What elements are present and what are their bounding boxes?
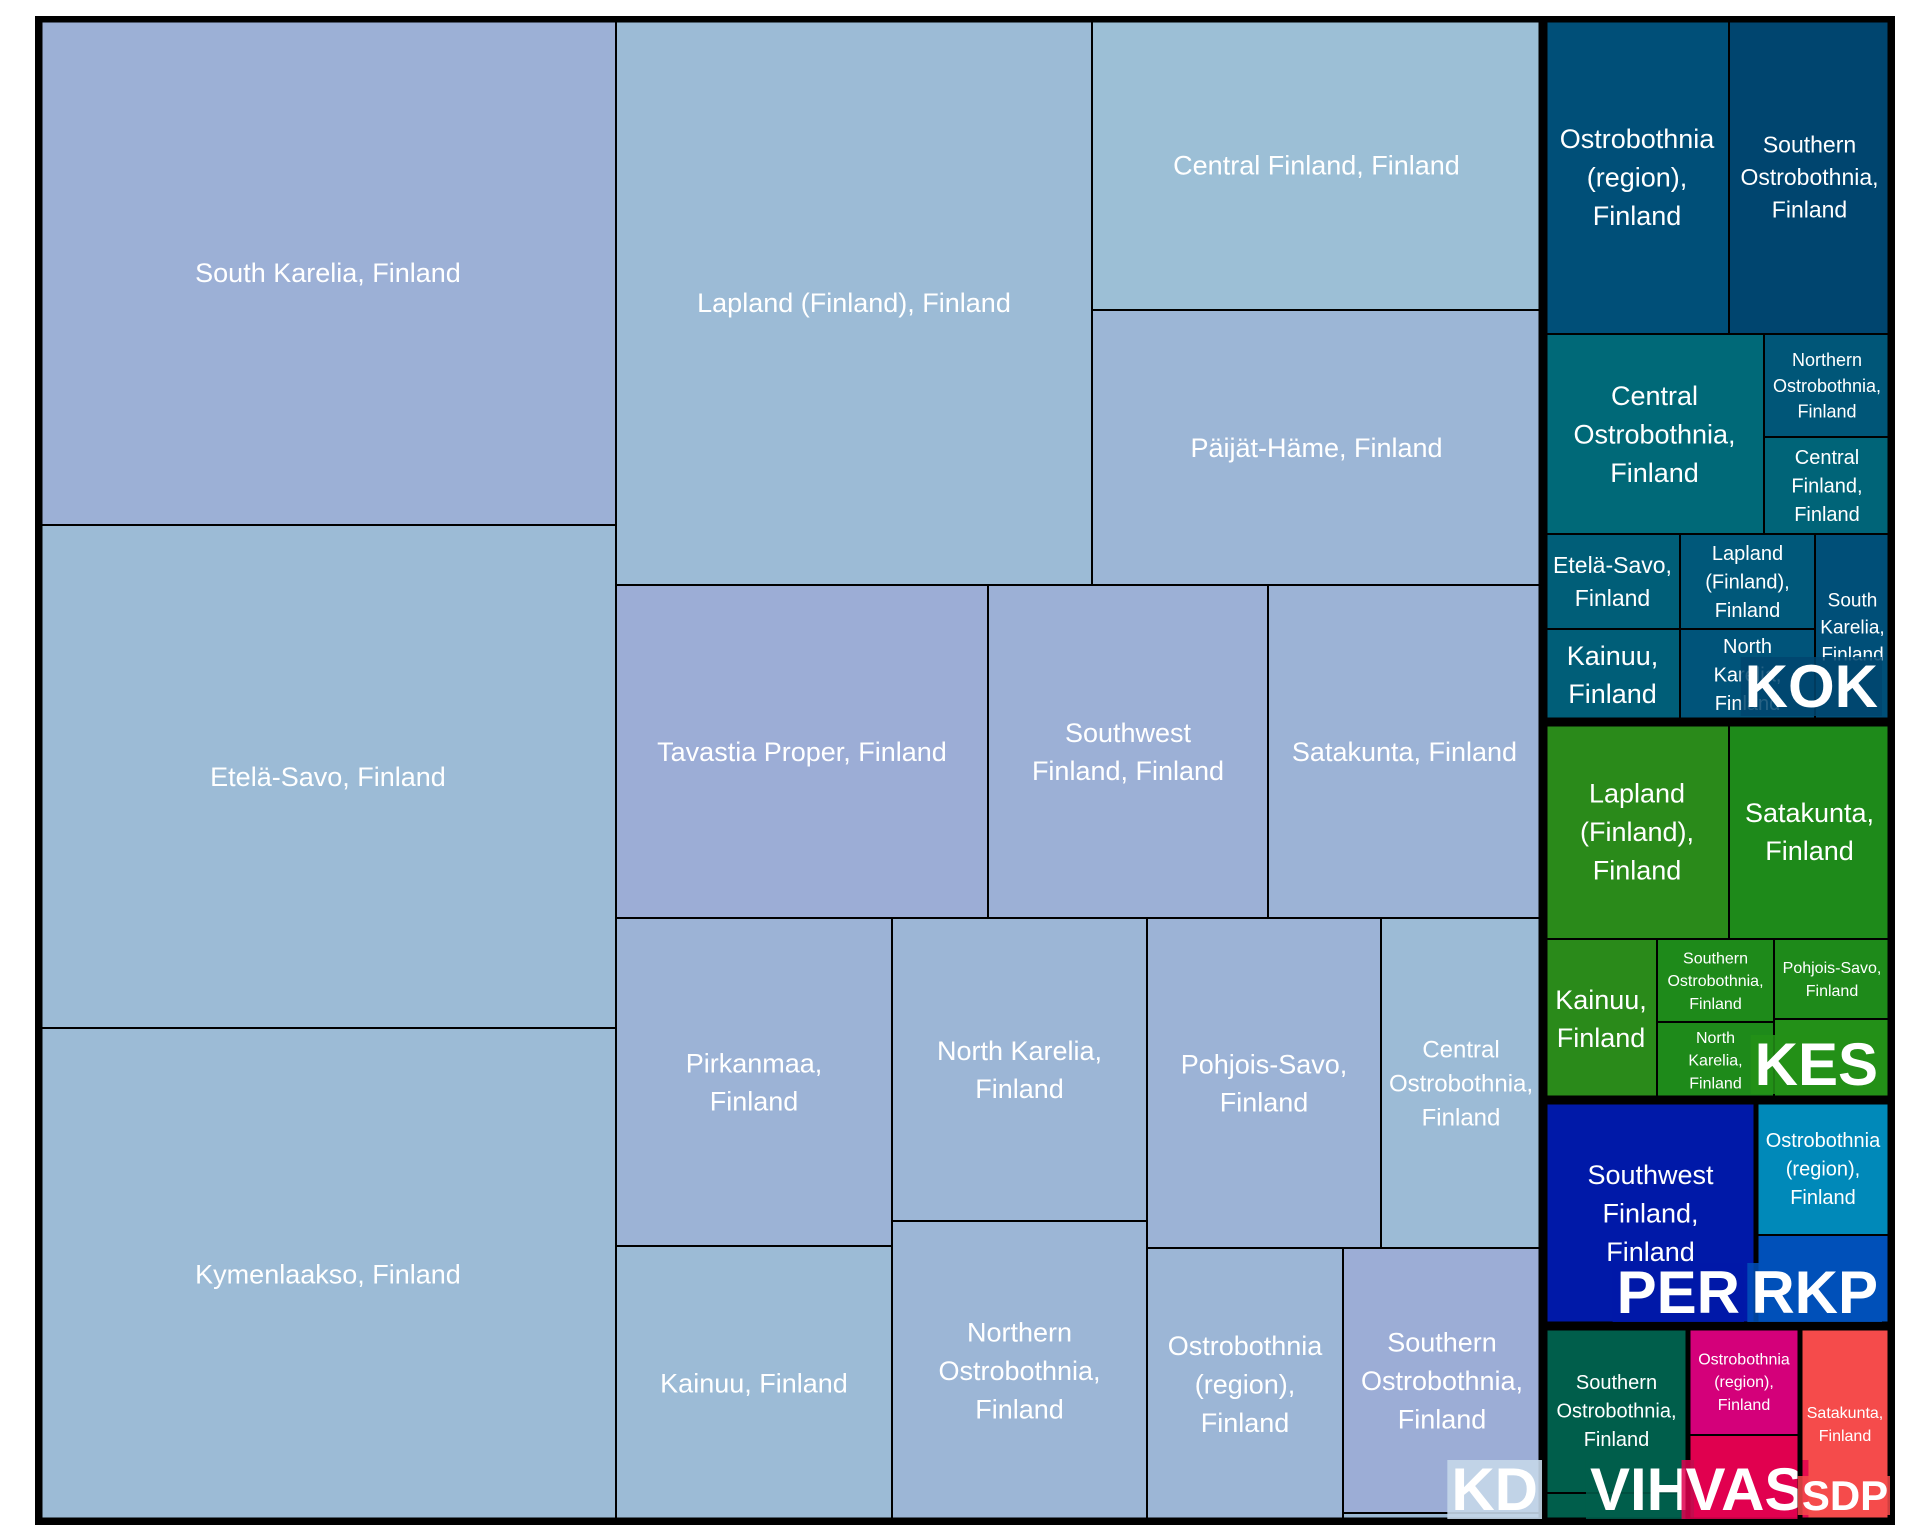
party-label-bg-vas [1681, 1460, 1809, 1519]
party-label-bg-sdp [1797, 1476, 1893, 1515]
party-label-bg-kok [1740, 657, 1882, 716]
cell-kok-etelä-savo-finland[interactable] [1544, 533, 1681, 630]
cell-kes-lapland-finland-finland[interactable] [1544, 723, 1730, 940]
cell-label: Pohjois-Savo, Finland [1181, 1049, 1348, 1117]
cell-kd-tavastia-proper-finland[interactable] [615, 584, 989, 919]
party-label-vih: VIH [1590, 1456, 1690, 1523]
party-label-bg-rkp [1747, 1263, 1882, 1322]
cell-kes-kainuu-finland[interactable] [1544, 938, 1658, 1099]
party-label-kes: KES [1755, 1031, 1878, 1098]
cell-kd-ostrobothnia-region-finland[interactable] [1146, 1247, 1344, 1521]
party-label-vas: VAS [1686, 1456, 1805, 1523]
cell-label: Pirkanmaa, Finland [686, 1048, 823, 1116]
party-label-bg-kes [1750, 1035, 1882, 1094]
cell-label: Northern Ostrobothnia, Finland [938, 1318, 1100, 1425]
cell-label: Satakunta, Finland [1807, 1405, 1884, 1445]
cell-kd-central-ostrobothnia-finland[interactable] [1380, 917, 1542, 1249]
cell-label: South Karelia, Finland [195, 258, 461, 288]
cell-label: Ostrobothnia (region), Finland [1698, 1351, 1790, 1413]
cell-label: Southern Ostrobothnia, Finland [1556, 1372, 1676, 1451]
cell-label: Satakunta, Finland [1745, 798, 1874, 866]
cell-kok-central-finland-finland[interactable] [1763, 436, 1891, 535]
cell-label: Kainuu, Finland [1567, 641, 1659, 709]
cell-label: Etelä-Savo, Finland [210, 762, 446, 792]
cell-kok-southern-ostrobothnia-finland[interactable] [1728, 19, 1891, 335]
cell-kd-kainuu-finland[interactable] [615, 1245, 893, 1521]
cell-kd-satakunta-finland[interactable] [1267, 584, 1542, 919]
cell-label: Southern Ostrobothnia, Finland [1740, 131, 1878, 222]
cell-label: Päijät-Häme, Finland [1190, 433, 1442, 463]
cell-kok-kainuu-finland[interactable] [1544, 628, 1681, 721]
cell-label: Northern Ostrobothnia, Finland [1773, 350, 1881, 421]
cell-kok-lapland-finland-finland[interactable] [1679, 533, 1816, 630]
cell-label: Central Finland, Finland [1173, 150, 1460, 180]
cell-label: Central Ostrobothnia, Finland [1389, 1036, 1533, 1131]
party-label-kd: KD [1451, 1456, 1538, 1523]
cell-kd-lapland-finland-finland[interactable] [615, 19, 1093, 586]
cell-kd-päijät-häme-finland[interactable] [1091, 309, 1542, 586]
cell-label: North Karelia, Finland [937, 1036, 1102, 1104]
cell-label: Pohjois-Savo, Finland [1783, 960, 1882, 1000]
cell-label: Ostrobothnia (region), Finland [1766, 1130, 1881, 1209]
cell-label: Central Finland, Finland [1791, 447, 1862, 526]
cell-label: Ostrobothnia (region), Finland [1168, 1331, 1324, 1438]
cell-kok-central-ostrobothnia-finland[interactable] [1544, 333, 1765, 535]
cell-label: Etelä-Savo, Finland [1553, 552, 1672, 611]
cell-label: Central Ostrobothnia, Finland [1573, 381, 1735, 488]
cell-kd-etelä-savo-finland[interactable] [39, 524, 617, 1029]
cell-kd-southwest-finland-finland[interactable] [987, 584, 1269, 919]
party-label-per: PER [1617, 1259, 1740, 1326]
cell-label: Tavastia Proper, Finland [657, 737, 947, 767]
cell-label: Southern Ostrobothnia, Finland [1361, 1328, 1523, 1435]
cell-label: Southwest Finland, Finland [1587, 1160, 1714, 1267]
cell-kd-south-karelia-finland[interactable] [39, 19, 617, 526]
cell-label: Southern Ostrobothnia, Finland [1667, 950, 1763, 1012]
cell-label: Southwest Finland, Finland [1032, 718, 1224, 786]
cell-label: Lapland (Finland), Finland [697, 288, 1011, 318]
cell-kes-satakunta-finland[interactable] [1728, 723, 1891, 940]
cell-kd-kymenlaakso-finland[interactable] [39, 1027, 617, 1521]
cell-kok-ostrobothnia-region-finland[interactable] [1544, 19, 1730, 335]
party-label-bg-per [1612, 1263, 1744, 1322]
cell-label: Kainuu, Finland [1555, 985, 1647, 1053]
cell-label: Ostrobothnia (region), Finland [1560, 124, 1716, 231]
party-label-sdp: SDP [1802, 1472, 1888, 1519]
party-label-bg-kd [1447, 1460, 1542, 1519]
cell-kd-north-karelia-finland[interactable] [891, 917, 1148, 1222]
cell-rkp-ostrobothnia-region-finland[interactable] [1755, 1101, 1891, 1236]
party-label-rkp: RKP [1751, 1259, 1878, 1326]
cell-label: Lapland (Finland), Finland [1580, 779, 1694, 886]
cell-label: Satakunta, Finland [1292, 737, 1517, 767]
party-label-bg-vih [1585, 1460, 1695, 1519]
cell-label: Lapland (Finland), Finland [1705, 543, 1789, 622]
cell-kd-pirkanmaa-finland[interactable] [615, 917, 893, 1247]
cell-kd-pohjois-savo-finland[interactable] [1146, 917, 1382, 1249]
cell-kes-pohjois-savo-finland[interactable] [1773, 938, 1891, 1020]
cell-kes-southern-ostrobothnia-finland[interactable] [1656, 938, 1775, 1023]
outer-frame [35, 16, 1895, 1525]
cell-label: Kainuu, Finland [660, 1368, 848, 1398]
cell-kok-northern-ostrobothnia-finland[interactable] [1763, 333, 1891, 438]
party-label-kok: KOK [1745, 653, 1878, 720]
cell-label: Kymenlaakso, Finland [195, 1259, 461, 1289]
